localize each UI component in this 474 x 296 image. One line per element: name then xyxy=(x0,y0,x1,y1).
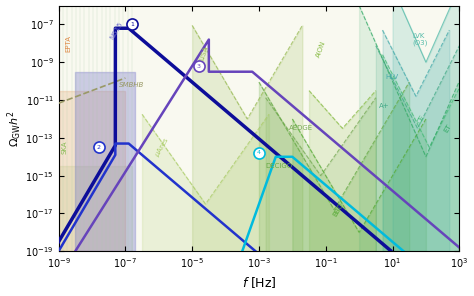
Text: 4: 4 xyxy=(257,150,261,155)
Text: 1: 1 xyxy=(130,22,134,27)
Text: A+: A+ xyxy=(379,103,390,109)
Text: HLV: HLV xyxy=(386,74,399,81)
Text: LVK
(O3): LVK (O3) xyxy=(412,33,428,46)
Text: 3: 3 xyxy=(197,64,201,69)
Text: NG15: NG15 xyxy=(109,20,124,40)
Text: SMBHB: SMBHB xyxy=(118,82,144,88)
Text: EPTA: EPTA xyxy=(65,35,71,52)
X-axis label: $f$ [Hz]: $f$ [Hz] xyxy=(242,276,276,290)
Text: SKA: SKA xyxy=(62,141,68,154)
Y-axis label: $\Omega_{\rm GW}h^2$: $\Omega_{\rm GW}h^2$ xyxy=(6,110,24,147)
Text: DECIGO: DECIGO xyxy=(265,163,293,169)
Text: $\mu$Ares: $\mu$Ares xyxy=(152,135,172,159)
Text: CE: CE xyxy=(416,114,426,124)
Text: AION: AION xyxy=(316,40,327,58)
Text: ET: ET xyxy=(443,123,452,134)
Text: BBO: BBO xyxy=(332,202,345,218)
Text: AEDGE: AEDGE xyxy=(289,126,313,131)
Text: LISA: LISA xyxy=(199,45,210,61)
Text: 2: 2 xyxy=(97,145,100,150)
